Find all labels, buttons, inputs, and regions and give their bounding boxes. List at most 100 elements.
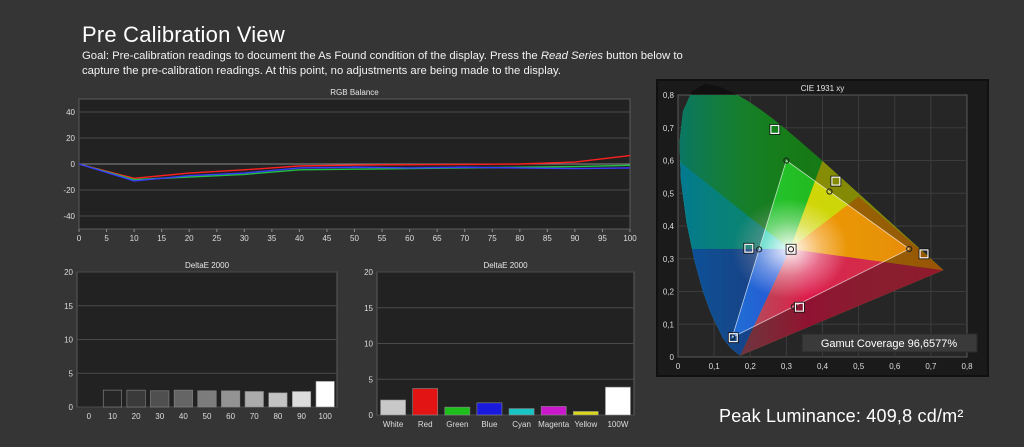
rgb-x-tick-label: 70 xyxy=(460,234,469,243)
cie-measured-point-outline xyxy=(793,301,805,313)
grayscale-bar xyxy=(102,389,122,408)
color-y-tick-label: 0 xyxy=(369,411,374,420)
cie-measured-point-cyan xyxy=(744,243,754,253)
color-bar xyxy=(412,388,439,416)
cie-measured-point-white xyxy=(786,244,796,254)
cie-measured-point-blue xyxy=(728,333,738,343)
cie-x-tick-label: 0,1 xyxy=(709,362,721,371)
grayscale-bar xyxy=(244,391,264,408)
grayscale-bar xyxy=(268,392,288,408)
grayscale-bar xyxy=(173,389,193,408)
cie-target-marker xyxy=(790,303,798,310)
cie-x-tick-label: 0,7 xyxy=(925,362,937,371)
cie-target-marker xyxy=(906,245,913,253)
grayscale-bar xyxy=(292,391,312,408)
rgb-x-tick-label: 90 xyxy=(570,234,579,243)
grayscale-category-label: 30 xyxy=(155,412,164,421)
cie-target-marker xyxy=(756,246,763,253)
grayscale-category-label: 0 xyxy=(87,412,92,421)
cie-chart-title: CIE 1931 xy xyxy=(801,84,845,93)
rgb-y-tick-label: -40 xyxy=(63,212,75,221)
grayscale-y-tick-label: 10 xyxy=(64,336,73,345)
color-category-label: Cyan xyxy=(512,420,531,429)
cie-out-of-gamut-shade xyxy=(679,83,944,356)
rgb-x-tick-label: 30 xyxy=(240,234,249,243)
cie-measured-point-outline xyxy=(830,175,842,187)
cie-measured-point-outline xyxy=(785,243,797,255)
goal-text-1: Goal: Pre-calibration readings to docume… xyxy=(82,50,541,62)
color-category-label: 100W xyxy=(607,420,628,429)
grayscale-category-label: 80 xyxy=(273,412,282,421)
color-category-label: White xyxy=(383,420,404,429)
rgb-x-tick-label: 35 xyxy=(267,234,276,243)
cie-measured-point-magenta xyxy=(794,302,804,312)
rgb-x-tick-label: 0 xyxy=(77,234,82,243)
color-y-tick-label: 20 xyxy=(364,268,373,277)
grayscale-category-label: 60 xyxy=(226,412,235,421)
rgb-x-tick-label: 45 xyxy=(322,234,331,243)
page-title: Pre Calibration View xyxy=(82,22,285,47)
rgb-x-tick-label: 95 xyxy=(598,234,607,243)
grayscale-y-tick-label: 20 xyxy=(64,268,73,277)
cie-target-marker xyxy=(783,157,790,164)
color-bar xyxy=(572,411,599,416)
cie-x-tick-label: 0,4 xyxy=(817,362,829,371)
grayscale-category-label: 70 xyxy=(250,412,259,421)
grayscale-category-label: 40 xyxy=(179,412,188,421)
rgb-y-tick-label: 40 xyxy=(66,108,75,117)
cie-measured-point-yellow xyxy=(831,176,841,186)
rgb-y-tick-label: 0 xyxy=(71,160,76,169)
rgb-y-tick-label: 20 xyxy=(66,134,75,143)
read-series-emphasis: Read Series xyxy=(540,50,604,62)
color-category-label: Yellow xyxy=(574,420,597,429)
rgb-x-tick-label: 40 xyxy=(295,234,304,243)
rgb-chart-title: RGB Balance xyxy=(330,88,379,97)
color-category-label: Red xyxy=(418,420,433,429)
rgb-x-tick-label: 10 xyxy=(130,234,139,243)
grayscale-category-label: 50 xyxy=(203,412,212,421)
color-category-label: Magenta xyxy=(538,420,570,429)
rgb-x-tick-label: 75 xyxy=(488,234,497,243)
grayscale-category-label: 10 xyxy=(108,412,117,421)
peak-luminance: Peak Luminance: 409,8 cd/m² xyxy=(719,406,964,426)
cie-x-tick-label: 0,3 xyxy=(781,362,793,371)
rgb-x-tick-label: 5 xyxy=(104,234,109,243)
color-y-tick-label: 10 xyxy=(364,340,373,349)
color-y-tick-label: 5 xyxy=(369,375,374,384)
grayscale-bar xyxy=(126,389,146,408)
grayscale-category-label: 90 xyxy=(297,412,306,421)
cie-measured-point-outline xyxy=(743,242,755,254)
rgb-series-line-2 xyxy=(78,163,631,182)
rgb-x-tick-label: 20 xyxy=(185,234,194,243)
color-bar xyxy=(605,386,631,416)
color-bar xyxy=(476,402,503,416)
grayscale-bar xyxy=(221,390,241,408)
cie-measured-point-outline xyxy=(769,123,781,135)
cie-x-tick-label: 0,2 xyxy=(745,362,757,371)
color-chart-title: DeltaE 2000 xyxy=(483,261,528,270)
cie-x-tick-label: 0,6 xyxy=(889,362,901,371)
gamut-coverage-box xyxy=(801,333,978,353)
rgb-x-tick-label: 25 xyxy=(212,234,221,243)
grayscale-y-tick-label: 5 xyxy=(69,369,74,378)
cie-x-tick-label: 0 xyxy=(676,362,681,371)
cie-measured-point-red xyxy=(919,249,929,259)
rgb-x-tick-label: 85 xyxy=(543,234,552,243)
grayscale-y-tick-label: 0 xyxy=(69,403,74,412)
rgb-x-tick-label: 55 xyxy=(378,234,387,243)
cie-y-tick-label: 0,4 xyxy=(663,222,675,231)
rgb-series-line-0 xyxy=(78,154,631,180)
cie-white-point-glow xyxy=(731,198,848,299)
rgb-x-tick-label: 50 xyxy=(350,234,359,243)
color-category-label: Blue xyxy=(481,420,498,429)
grayscale-y-tick-label: 15 xyxy=(64,302,73,311)
goal-description: Goal: Pre-calibration readings to docume… xyxy=(82,49,702,78)
cie-y-tick-label: 0,6 xyxy=(663,157,675,166)
color-bar xyxy=(508,408,535,416)
color-bar xyxy=(540,406,567,416)
cie-target-gamut-triangle xyxy=(731,159,910,339)
grayscale-category-label: 20 xyxy=(132,412,141,421)
cie-x-tick-label: 0,8 xyxy=(961,362,973,371)
